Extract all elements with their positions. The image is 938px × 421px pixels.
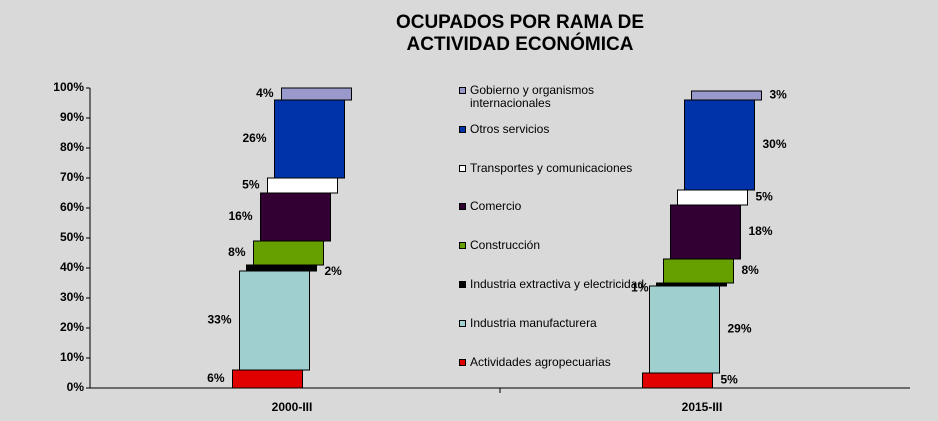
- y-tick-label: 80%: [60, 140, 84, 154]
- legend-label: Gobierno y organismos internacionales: [470, 83, 595, 110]
- data-label: 3%: [770, 88, 788, 102]
- y-tick-label: 60%: [60, 200, 84, 214]
- legend-swatch: [459, 242, 466, 250]
- bar-segment: [239, 270, 310, 371]
- bar-segment: [677, 189, 748, 206]
- bar-segment: [691, 90, 762, 101]
- legend-label: Construcción: [470, 238, 541, 253]
- bar-segment: [246, 264, 317, 272]
- data-label: 5%: [721, 373, 739, 387]
- legend-swatch: [459, 319, 466, 327]
- legend-label: Transportes y comunicaciones: [470, 160, 633, 175]
- y-tick-label: 0%: [67, 380, 85, 394]
- legend-swatch: [459, 164, 466, 172]
- y-tick-label: 70%: [60, 170, 84, 184]
- data-label: 4%: [256, 86, 274, 100]
- data-label: 29%: [728, 322, 752, 336]
- legend-swatch: [459, 125, 466, 133]
- legend-label: Industria manufacturera: [470, 315, 597, 330]
- y-tick-label: 40%: [60, 260, 84, 274]
- bar-segment: [642, 372, 713, 389]
- legend-label: Industria extractiva y electricidad: [470, 277, 645, 291]
- y-tick-label: 20%: [60, 320, 84, 334]
- data-label: 5%: [242, 178, 260, 192]
- data-label: 33%: [207, 313, 231, 327]
- bar-segment: [649, 285, 720, 374]
- bar-segment: [281, 87, 352, 101]
- legend-swatch: [459, 203, 466, 211]
- y-tick-label: 10%: [60, 350, 84, 364]
- x-tick-label: 2015-III: [682, 400, 723, 414]
- y-tick-label: 100%: [53, 80, 84, 94]
- bar-segment: [670, 204, 741, 260]
- bar-segment: [684, 99, 755, 191]
- data-label: 8%: [742, 263, 760, 277]
- data-label: 18%: [749, 224, 773, 238]
- data-label: 5%: [756, 190, 774, 204]
- data-label: 6%: [207, 371, 225, 385]
- chart-title: OCUPADOS POR RAMA DE ACTIVIDAD ECONÓMICA: [395, 12, 645, 55]
- legend-label: Otros servicios: [470, 121, 550, 136]
- y-tick-label: 30%: [60, 290, 84, 304]
- legend-label: Actividades agropecuarias: [470, 354, 611, 369]
- legend-swatch: [459, 87, 466, 94]
- data-label: 1%: [631, 281, 649, 295]
- data-label: 16%: [228, 209, 252, 223]
- bar-segment: [260, 192, 331, 242]
- bar-segment: [253, 240, 324, 266]
- data-label: 30%: [763, 137, 787, 151]
- legend-swatch: [459, 358, 466, 366]
- bar-segment: [663, 258, 734, 284]
- bar-segment: [274, 99, 345, 179]
- legend-swatch: [459, 281, 466, 288]
- y-tick-label: 50%: [60, 230, 84, 244]
- data-label: 8%: [228, 245, 246, 259]
- bar-segment: [232, 369, 303, 389]
- y-tick-label: 90%: [60, 110, 84, 124]
- data-label: 26%: [242, 131, 266, 145]
- data-label: 2%: [325, 264, 343, 278]
- legend-label: Comercio: [470, 199, 522, 214]
- bar-segment: [267, 177, 338, 194]
- x-tick-label: 2000-III: [272, 400, 313, 414]
